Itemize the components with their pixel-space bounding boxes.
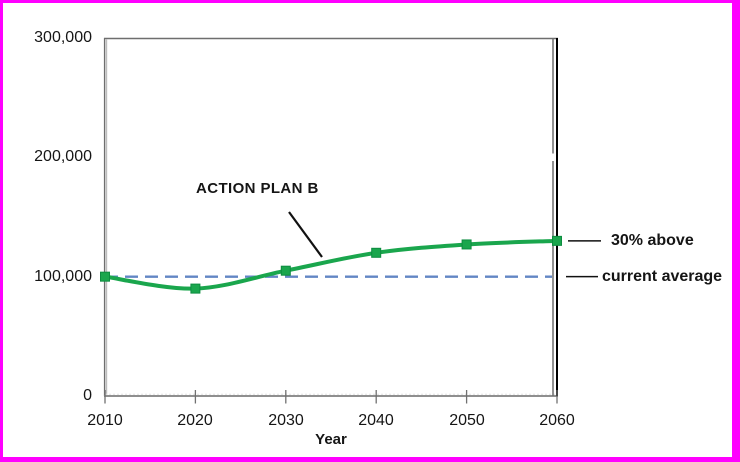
data-point-marker (461, 239, 472, 250)
data-point-marker (552, 235, 562, 246)
data-point-marker (190, 283, 201, 294)
x-axis-tick-label: 2020 (177, 412, 213, 429)
data-point-marker (280, 265, 291, 276)
y-axis-tick-label: 200,000 (34, 148, 92, 165)
data-point-marker (371, 247, 382, 258)
magenta-border-right (732, 0, 740, 462)
magenta-border-top (0, 0, 740, 3)
series-line-action-plan-b (103, 238, 559, 291)
y-axis-tick-label: 0 (83, 387, 92, 404)
callout-current-average-label: current average (602, 268, 723, 285)
y-axis-tick-label: 100,000 (34, 268, 92, 285)
y-axis-tick-label: 300,000 (34, 29, 92, 46)
magenta-border-left (0, 0, 3, 462)
x-axis-tick-label: 2010 (87, 412, 123, 429)
annotation-leader-line (288, 211, 323, 258)
right-border-notch (551, 153, 555, 161)
series-annotation-label: ACTION PLAN B (196, 180, 319, 197)
x-axis-tick-label: 2040 (358, 412, 394, 429)
x-axis-title: Year (315, 431, 347, 448)
x-axis-tick-label: 2060 (539, 412, 575, 429)
callout-30-above-label: 30% above (611, 232, 694, 249)
data-point-marker (100, 271, 110, 282)
x-axis-tick-label: 2050 (449, 412, 485, 429)
magenta-border-bottom (0, 457, 740, 462)
x-axis-tick-label: 2030 (268, 412, 304, 429)
